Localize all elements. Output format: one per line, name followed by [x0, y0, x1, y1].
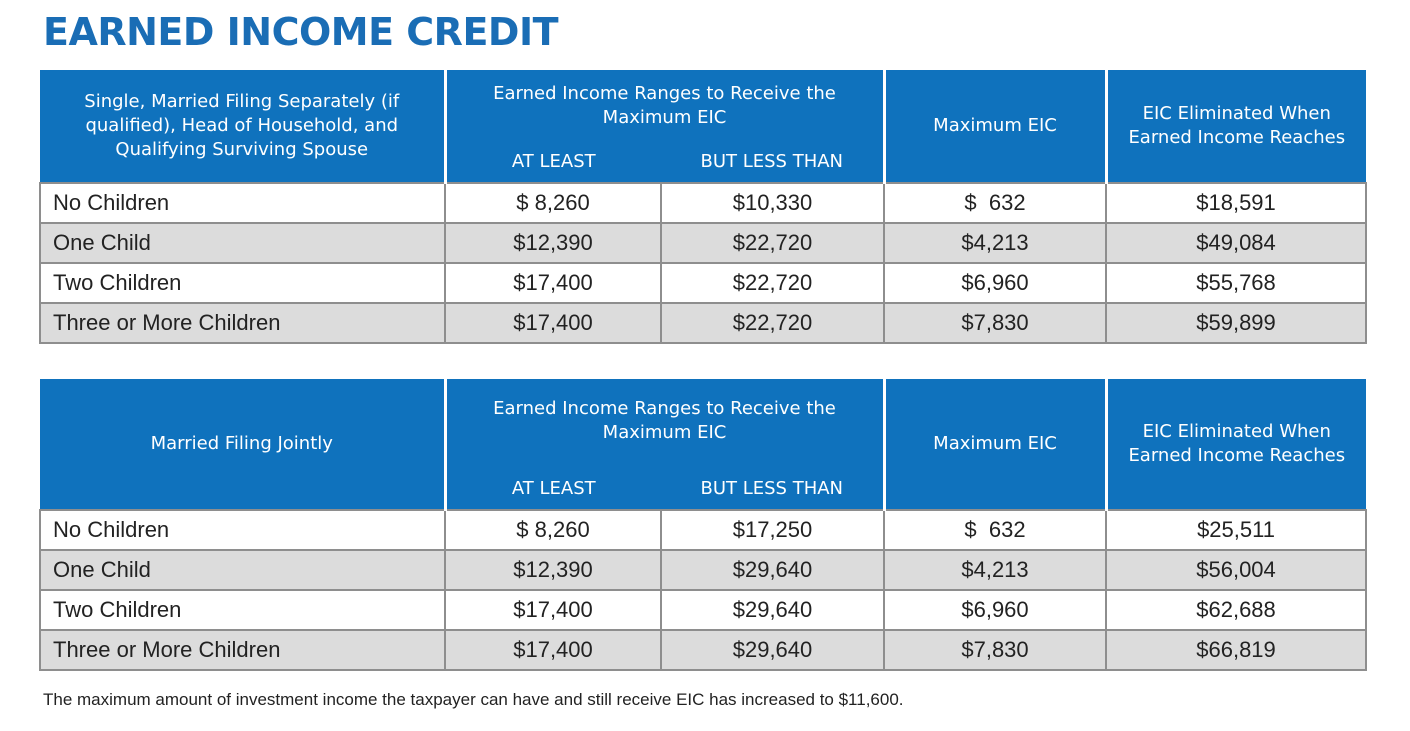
cell-less-than: $22,720: [659, 302, 886, 344]
cell-eliminated: $49,084: [1105, 222, 1368, 264]
cell-eliminated: $66,819: [1105, 629, 1368, 671]
cell-at-least: $17,400: [444, 589, 662, 631]
header-at-least: AT LEAST: [443, 459, 661, 510]
table-row: No Children $ 8,260 $17,250 $ 632 $25,51…: [39, 509, 1368, 551]
header-range-group: Earned Income Ranges to Receive the Maxi…: [443, 379, 885, 460]
header-max-eic: Maximum EIC: [882, 70, 1107, 183]
table-row: Two Children $17,400 $22,720 $6,960 $55,…: [39, 262, 1368, 304]
cell-max-eic: $6,960: [883, 262, 1108, 304]
cell-max-eic: $ 632: [883, 182, 1108, 224]
cell-less-than: $22,720: [659, 262, 886, 304]
cell-at-least: $12,390: [444, 222, 662, 264]
cell-less-than: $22,720: [659, 222, 886, 264]
row-label: No Children: [39, 509, 446, 551]
cell-at-least: $12,390: [444, 549, 662, 591]
footnote: The maximum amount of investment income …: [43, 690, 904, 709]
table-row: One Child $12,390 $29,640 $4,213 $56,004: [39, 549, 1368, 591]
table-row: One Child $12,390 $22,720 $4,213 $49,084: [39, 222, 1368, 264]
header-range-group: Earned Income Ranges to Receive the Maxi…: [443, 70, 885, 133]
cell-max-eic: $4,213: [883, 549, 1108, 591]
cell-at-least: $17,400: [444, 302, 662, 344]
cell-max-eic: $ 632: [883, 509, 1108, 551]
cell-less-than: $29,640: [659, 549, 886, 591]
cell-less-than: $29,640: [659, 589, 886, 631]
eic-table-joint: Married Filing Jointly Earned Income Ran…: [39, 379, 1368, 671]
cell-eliminated: $59,899: [1105, 302, 1368, 344]
row-label: Three or More Children: [39, 302, 446, 344]
cell-at-least: $ 8,260: [444, 509, 662, 551]
page-title: EARNED INCOME CREDIT: [43, 10, 559, 54]
cell-max-eic: $4,213: [883, 222, 1108, 264]
header-eliminated: EIC Eliminated When Earned Income Reache…: [1104, 70, 1367, 183]
header-filing-status: Single, Married Filing Separately (if qu…: [40, 70, 445, 183]
cell-at-least: $17,400: [444, 629, 662, 671]
row-label: Three or More Children: [39, 629, 446, 671]
table-row: Three or More Children $17,400 $29,640 $…: [39, 629, 1368, 671]
cell-eliminated: $62,688: [1105, 589, 1368, 631]
cell-less-than: $17,250: [659, 509, 886, 551]
row-label: One Child: [39, 549, 446, 591]
row-label: No Children: [39, 182, 446, 224]
cell-eliminated: $25,511: [1105, 509, 1368, 551]
table-row: Two Children $17,400 $29,640 $6,960 $62,…: [39, 589, 1368, 631]
cell-less-than: $29,640: [659, 629, 886, 671]
eic-table-single: Single, Married Filing Separately (if qu…: [39, 70, 1368, 344]
cell-max-eic: $7,830: [883, 629, 1108, 671]
cell-eliminated: $55,768: [1105, 262, 1368, 304]
header-filing-status: Married Filing Jointly: [40, 379, 445, 510]
cell-at-least: $ 8,260: [444, 182, 662, 224]
header-but-less-than: BUT LESS THAN: [661, 459, 885, 510]
cell-less-than: $10,330: [659, 182, 886, 224]
cell-eliminated: $56,004: [1105, 549, 1368, 591]
cell-eliminated: $18,591: [1105, 182, 1368, 224]
header-max-eic: Maximum EIC: [882, 379, 1107, 510]
header-but-less-than: BUT LESS THAN: [661, 132, 885, 183]
header-eliminated: EIC Eliminated When Earned Income Reache…: [1104, 379, 1367, 510]
row-label: One Child: [39, 222, 446, 264]
cell-max-eic: $6,960: [883, 589, 1108, 631]
table-row: Three or More Children $17,400 $22,720 $…: [39, 302, 1368, 344]
header-at-least: AT LEAST: [443, 132, 661, 183]
row-label: Two Children: [39, 262, 446, 304]
cell-max-eic: $7,830: [883, 302, 1108, 344]
table-row: No Children $ 8,260 $10,330 $ 632 $18,59…: [39, 182, 1368, 224]
row-label: Two Children: [39, 589, 446, 631]
cell-at-least: $17,400: [444, 262, 662, 304]
